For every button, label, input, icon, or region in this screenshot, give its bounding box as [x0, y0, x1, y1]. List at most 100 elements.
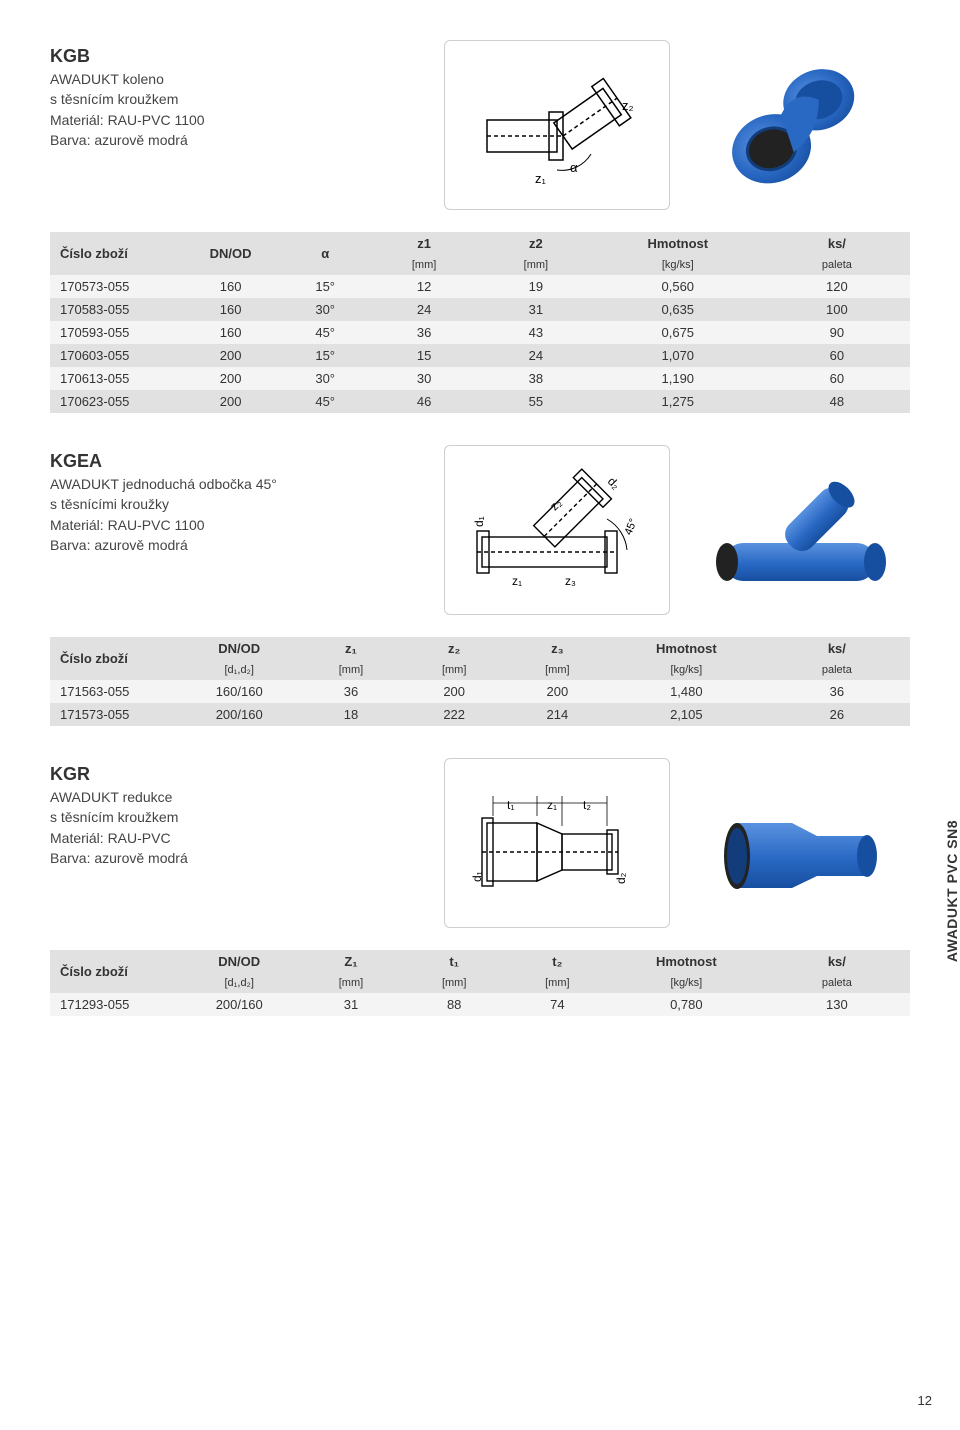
kgb-desc-4: Barva: azurově modrá	[50, 130, 205, 150]
kgea-diagram: d₁ z₁ z₃ z₂ d₂ 45°	[444, 445, 670, 615]
kgr-desc-2: s těsnícím kroužkem	[50, 807, 188, 827]
cell: 45°	[282, 321, 368, 344]
kgb-th-id: Číslo zboží	[50, 232, 179, 275]
cell: 26	[764, 703, 910, 726]
cell: 170613-055	[50, 367, 179, 390]
kgea-label-d2: d₂	[605, 474, 623, 492]
kgb-table: Číslo zboží DN/OD α z1 z2 Hmotnost ks/ […	[50, 232, 910, 413]
kgb-desc-2: s těsnícím kroužkem	[50, 89, 205, 109]
kgr-code: KGR	[50, 764, 188, 785]
kgr-header-row: KGR AWADUKT redukce s těsnícím kroužkem …	[50, 758, 910, 928]
cell: 45°	[282, 390, 368, 413]
kgb-th-pk: ks/	[764, 232, 910, 255]
kgr-photo	[684, 758, 910, 928]
kgea-label-z3: z₃	[565, 574, 576, 588]
table-row: 170593-05516045°36430,67590	[50, 321, 910, 344]
kgr-label-t2: t₂	[583, 798, 591, 812]
kgr-th-z1u: [mm]	[299, 973, 402, 993]
cell: 1,190	[592, 367, 764, 390]
cell: 1,070	[592, 344, 764, 367]
kgb-code: KGB	[50, 46, 205, 67]
cell: 0,780	[609, 993, 764, 1016]
kgr-th-w: Hmotnost	[609, 950, 764, 973]
cell: 31	[299, 993, 402, 1016]
kgb-th-wu: [kg/ks]	[592, 255, 764, 275]
cell: 18	[299, 703, 402, 726]
cell: 60	[764, 367, 910, 390]
cell: 120	[764, 275, 910, 298]
kgr-label-d2: d₂	[614, 872, 628, 884]
page-number: 12	[918, 1393, 932, 1408]
kgr-th-z1: Z₁	[299, 950, 402, 973]
kgea-th-pku: paleta	[764, 660, 910, 680]
kgea-th-w: Hmotnost	[609, 637, 764, 660]
kgr-th-id: Číslo zboží	[50, 950, 179, 993]
cell: 200	[506, 680, 609, 703]
cell: 160	[179, 275, 282, 298]
side-tab: AWADUKT PVC SN8	[944, 820, 960, 962]
kgr-desc-3: Materiál: RAU-PVC	[50, 828, 188, 848]
cell: 88	[403, 993, 506, 1016]
kgea-th-dnu: [d₁,d₂]	[179, 660, 299, 680]
kgea-th-dn: DN/OD	[179, 637, 299, 660]
cell: 36	[764, 680, 910, 703]
kgr-table: Číslo zboží DN/OD Z₁ t₁ t₂ Hmotnost ks/ …	[50, 950, 910, 1016]
kgr-th-t1: t₁	[403, 950, 506, 973]
table-row: 170573-05516015°12190,560120	[50, 275, 910, 298]
cell: 200/160	[179, 703, 299, 726]
cell: 19	[480, 275, 592, 298]
kgb-diagram: z₁ z₂ α	[444, 40, 670, 210]
kgea-label-z1: z₁	[512, 574, 522, 588]
kgea-text: KGEA AWADUKT jednoduchá odbočka 45° s tě…	[50, 445, 277, 555]
cell: 15	[368, 344, 480, 367]
kgea-th-z2: z₂	[403, 637, 506, 660]
kgea-code: KGEA	[50, 451, 277, 472]
kgea-section: KGEA AWADUKT jednoduchá odbočka 45° s tě…	[50, 445, 910, 726]
cell: 36	[299, 680, 402, 703]
kgb-label-z2: z₂	[622, 98, 634, 113]
cell: 170593-055	[50, 321, 179, 344]
kgea-th-id: Číslo zboží	[50, 637, 179, 680]
cell: 200	[179, 344, 282, 367]
kgb-text: KGB AWADUKT koleno s těsnícím kroužkem M…	[50, 40, 205, 150]
kgb-th-dn: DN/OD	[179, 232, 282, 275]
cell: 60	[764, 344, 910, 367]
kgb-desc-1: AWADUKT koleno	[50, 69, 205, 89]
kgr-desc-1: AWADUKT redukce	[50, 787, 188, 807]
cell: 0,635	[592, 298, 764, 321]
cell: 170583-055	[50, 298, 179, 321]
kgr-th-wu: [kg/ks]	[609, 973, 764, 993]
cell: 200	[179, 390, 282, 413]
cell: 12	[368, 275, 480, 298]
kgr-th-dn: DN/OD	[179, 950, 299, 973]
cell: 31	[480, 298, 592, 321]
kgea-th-z3u: [mm]	[506, 660, 609, 680]
cell: 0,560	[592, 275, 764, 298]
cell: 15°	[282, 344, 368, 367]
kgr-label-z1: z₁	[547, 798, 557, 812]
cell: 74	[506, 993, 609, 1016]
cell: 200	[403, 680, 506, 703]
cell: 160	[179, 298, 282, 321]
kgea-desc-2: s těsnícími kroužky	[50, 494, 277, 514]
table-row: 170583-05516030°24310,635100	[50, 298, 910, 321]
cell: 171573-055	[50, 703, 179, 726]
kgr-diagram: t₁ z₁ t₂ d₁ d₂	[444, 758, 670, 928]
kgb-label-alpha: α	[570, 160, 578, 175]
cell: 170623-055	[50, 390, 179, 413]
cell: 30°	[282, 367, 368, 390]
kgea-th-z1: z₁	[299, 637, 402, 660]
kgr-desc-4: Barva: azurově modrá	[50, 848, 188, 868]
cell: 0,675	[592, 321, 764, 344]
cell: 170573-055	[50, 275, 179, 298]
cell: 30°	[282, 298, 368, 321]
kgea-table: Číslo zboží DN/OD z₁ z₂ z₃ Hmotnost ks/ …	[50, 637, 910, 726]
cell: 222	[403, 703, 506, 726]
kgea-photo	[684, 445, 910, 615]
kgb-th-pku: paleta	[764, 255, 910, 275]
cell: 46	[368, 390, 480, 413]
table-row: 171563-055160/160362002001,48036	[50, 680, 910, 703]
kgea-th-z1u: [mm]	[299, 660, 402, 680]
kgb-th-z2u: [mm]	[480, 255, 592, 275]
kgb-th-z1: z1	[368, 232, 480, 255]
